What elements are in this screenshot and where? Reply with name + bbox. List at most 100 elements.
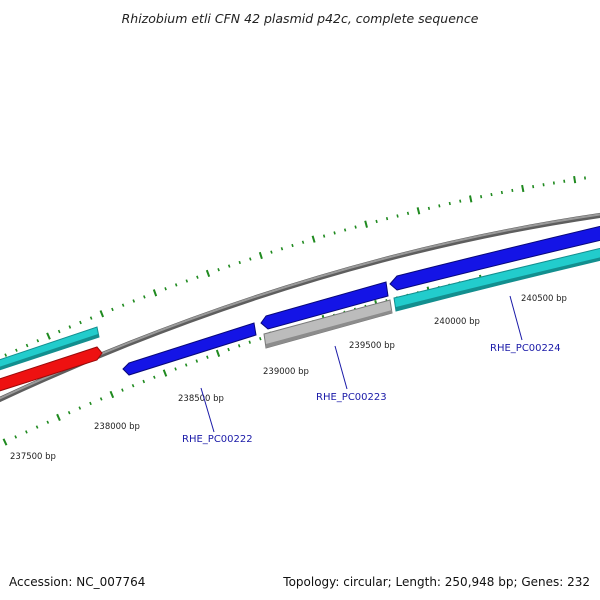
outer-major-tick bbox=[311, 235, 316, 243]
inner-major-tick bbox=[215, 349, 221, 357]
outer-minor-tick bbox=[448, 201, 451, 206]
outer-major-tick bbox=[364, 220, 368, 228]
gene-rhe-pc00222[interactable] bbox=[122, 322, 257, 376]
bp-label-240000: 240000 bp bbox=[434, 317, 480, 327]
outer-major-tick bbox=[573, 175, 577, 184]
outer-minor-tick bbox=[532, 184, 535, 189]
outer-minor-tick bbox=[4, 353, 8, 357]
bp-label-237500: 237500 bp bbox=[10, 452, 56, 462]
outer-minor-tick bbox=[174, 283, 178, 287]
inner-minor-tick bbox=[227, 347, 230, 352]
outer-minor-tick bbox=[238, 260, 241, 265]
outer-minor-tick bbox=[406, 211, 410, 216]
outer-major-tick bbox=[152, 289, 158, 297]
gene-label-rhe-pc00223[interactable]: RHE_PC00223 bbox=[316, 392, 387, 403]
inner-minor-tick bbox=[99, 397, 103, 401]
outer-major-tick bbox=[469, 195, 473, 203]
inner-minor-tick bbox=[259, 336, 262, 341]
inner-minor-tick bbox=[35, 425, 39, 429]
inner-minor-tick bbox=[121, 388, 124, 392]
inner-minor-tick bbox=[153, 375, 156, 379]
outer-tick-track bbox=[4, 175, 586, 357]
outer-minor-tick bbox=[164, 287, 167, 291]
outer-minor-tick bbox=[511, 188, 514, 193]
outer-minor-tick bbox=[396, 214, 399, 218]
gene-label-rhe-pc00224[interactable]: RHE_PC00224 bbox=[490, 343, 561, 354]
bp-label-group: 237500 bp 238000 bp 238500 bp 239000 bp … bbox=[10, 294, 567, 462]
outer-minor-tick bbox=[322, 234, 326, 238]
outer-minor-tick bbox=[490, 192, 493, 197]
inner-minor-tick bbox=[195, 359, 199, 363]
inner-major-tick bbox=[2, 438, 8, 446]
inner-minor-tick bbox=[131, 383, 135, 388]
outer-minor-tick bbox=[111, 307, 114, 312]
outer-major-tick bbox=[205, 269, 211, 278]
gene-cyan-left-shade bbox=[0, 334, 99, 370]
outer-minor-tick bbox=[132, 299, 136, 303]
leader-rhe-pc00224 bbox=[509, 295, 523, 341]
inner-minor-tick bbox=[184, 363, 188, 367]
outer-minor-tick bbox=[227, 264, 231, 268]
outer-minor-tick bbox=[121, 303, 125, 307]
outer-minor-tick bbox=[427, 206, 431, 210]
topology-summary: Topology: circular; Length: 250,948 bp; … bbox=[282, 575, 590, 589]
leader-rhe-pc00222 bbox=[200, 387, 215, 433]
outer-minor-tick bbox=[143, 295, 146, 299]
outer-minor-tick bbox=[301, 240, 305, 244]
outer-minor-tick bbox=[15, 348, 18, 352]
outer-minor-tick bbox=[185, 279, 189, 283]
outer-major-tick bbox=[521, 184, 525, 193]
inner-major-tick bbox=[162, 369, 168, 377]
gene-rhe-pc00224[interactable] bbox=[389, 224, 600, 291]
inner-minor-tick bbox=[248, 340, 251, 344]
outer-major-tick bbox=[46, 332, 51, 340]
outer-minor-tick bbox=[333, 231, 336, 235]
inner-minor-tick bbox=[78, 406, 82, 410]
outer-major-tick bbox=[416, 207, 421, 215]
inner-minor-tick bbox=[67, 410, 71, 415]
gene-rhe-pc00223[interactable] bbox=[260, 281, 389, 330]
inner-minor-tick bbox=[174, 367, 177, 371]
bp-label-238000: 238000 bp bbox=[94, 422, 140, 432]
gene-grey-shade bbox=[266, 310, 392, 348]
outer-minor-tick bbox=[36, 339, 40, 343]
outer-minor-tick bbox=[89, 316, 93, 320]
inner-minor-tick bbox=[25, 430, 28, 434]
outer-minor-tick bbox=[57, 329, 61, 334]
outer-minor-tick bbox=[291, 243, 294, 248]
outer-minor-tick bbox=[25, 343, 29, 348]
inner-major-tick bbox=[109, 390, 115, 399]
leader-rhe-pc00223 bbox=[334, 345, 348, 390]
inner-minor-tick bbox=[89, 401, 92, 406]
inner-major-tick bbox=[56, 413, 61, 422]
inner-minor-tick bbox=[46, 420, 50, 424]
bp-label-240500: 240500 bp bbox=[521, 294, 567, 304]
outer-minor-tick bbox=[438, 204, 441, 208]
outer-minor-tick bbox=[385, 217, 389, 221]
accession-text: Accession: NC_007764 bbox=[9, 575, 145, 589]
bp-label-238500: 238500 bp bbox=[178, 394, 224, 404]
inner-minor-tick bbox=[206, 355, 209, 359]
outer-minor-tick bbox=[542, 183, 545, 187]
gene-label-rhe-pc00222[interactable]: RHE_PC00222 bbox=[182, 434, 253, 445]
outer-minor-tick bbox=[196, 275, 199, 279]
outer-minor-tick bbox=[343, 228, 347, 232]
outer-minor-tick bbox=[68, 325, 72, 329]
gene-cyan-right-shade bbox=[396, 257, 600, 311]
gene-red[interactable] bbox=[0, 346, 103, 394]
map-title: Rhizobium etli CFN 42 plasmid p42c, comp… bbox=[122, 11, 479, 26]
outer-minor-tick bbox=[270, 250, 273, 254]
outer-minor-tick bbox=[249, 257, 252, 261]
outer-minor-tick bbox=[217, 268, 220, 272]
outer-minor-tick bbox=[354, 225, 357, 229]
outer-minor-tick bbox=[500, 190, 503, 195]
outer-minor-tick bbox=[459, 199, 462, 203]
inner-minor-tick bbox=[14, 435, 18, 439]
outer-minor-tick bbox=[280, 247, 284, 251]
outer-major-tick bbox=[258, 251, 263, 260]
bp-label-239000: 239000 bp bbox=[263, 367, 309, 377]
outer-minor-tick bbox=[375, 219, 378, 224]
outer-major-tick bbox=[99, 310, 105, 318]
outer-minor-tick bbox=[79, 320, 82, 325]
